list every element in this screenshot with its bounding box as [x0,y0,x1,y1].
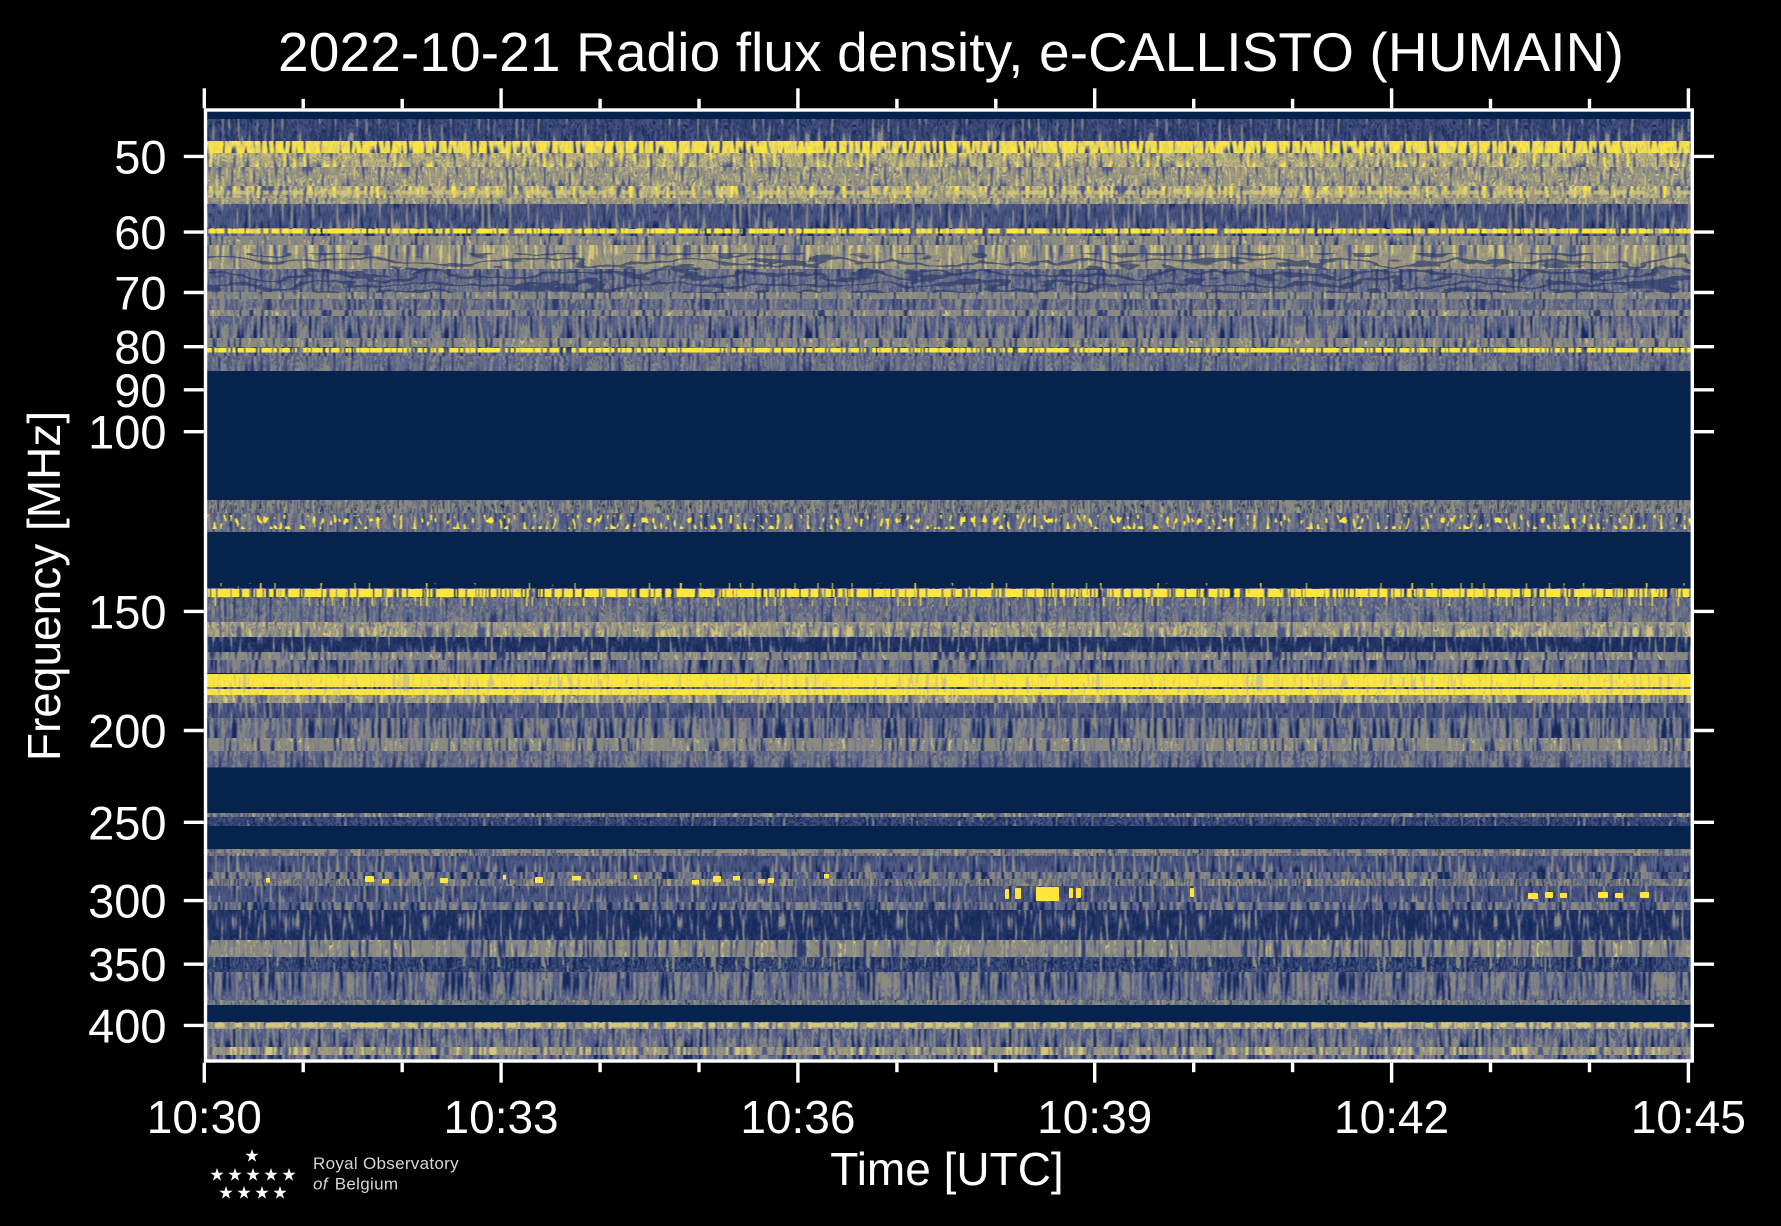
svg-text:Royal Observatory: Royal Observatory [313,1154,459,1173]
svg-text:10:36: 10:36 [740,1091,855,1143]
svg-text:10:30: 10:30 [147,1091,262,1143]
svg-text:300: 300 [88,875,166,928]
svg-text:10:39: 10:39 [1037,1091,1152,1143]
svg-text:250: 250 [88,796,166,849]
svg-text:350: 350 [88,938,166,991]
svg-text:70: 70 [114,267,166,320]
svg-text:Frequency [MHz]: Frequency [MHz] [18,411,70,761]
svg-text:100: 100 [88,406,166,459]
svg-text:10:42: 10:42 [1334,1091,1449,1143]
svg-text:80: 80 [114,321,166,374]
svg-text:50: 50 [114,130,166,183]
svg-text:400: 400 [88,999,166,1052]
svg-text:2022-10-21 Radio flux density,: 2022-10-21 Radio flux density, e-CALLIST… [278,21,1624,83]
svg-text:200: 200 [88,705,166,758]
svg-text:Time [UTC]: Time [UTC] [830,1143,1063,1195]
svg-text:90: 90 [114,364,166,417]
svg-text:10:45: 10:45 [1631,1091,1746,1143]
svg-text:150: 150 [88,585,166,638]
svg-text:60: 60 [114,206,166,259]
svg-text:10:33: 10:33 [444,1091,559,1143]
